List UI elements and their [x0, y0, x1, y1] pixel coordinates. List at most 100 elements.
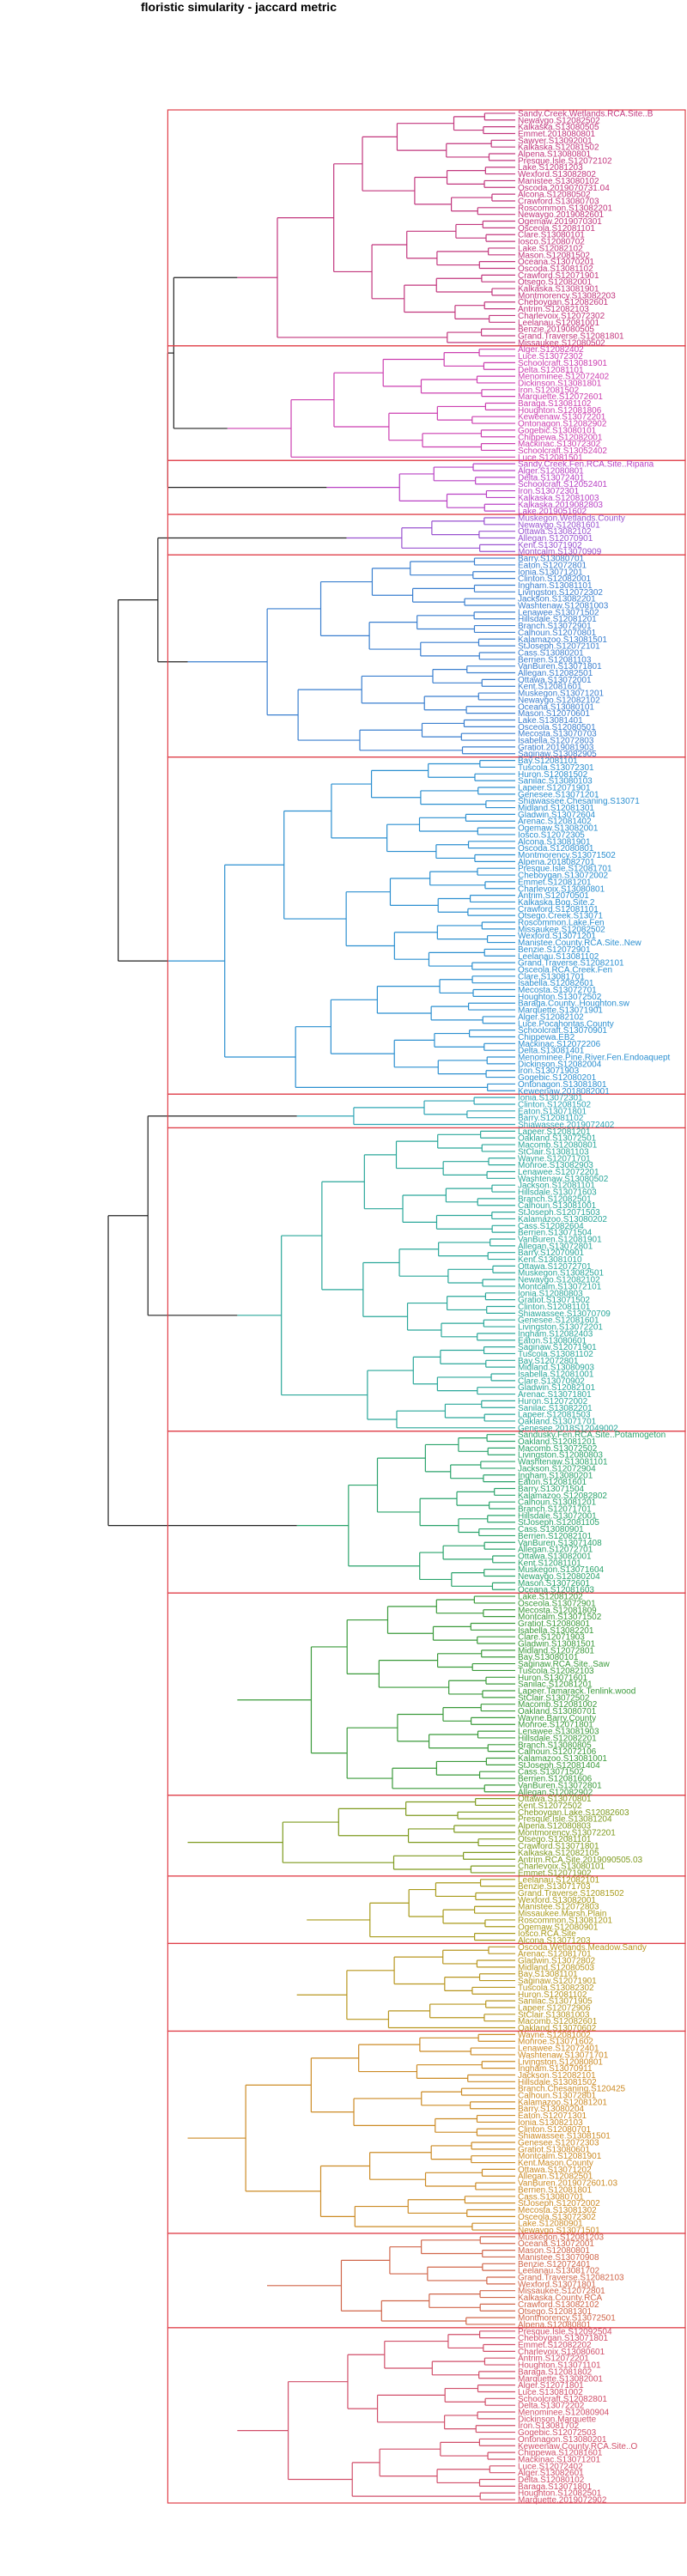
leaf-label: Manistee.S12072803	[518, 1903, 599, 1912]
leaf-label: Eaton.S12072801	[518, 561, 587, 570]
leaf-label: Delta.S12080102	[518, 2476, 585, 2485]
leaf-label: Mackinac.S12072206	[518, 1040, 601, 1049]
leaf-label: Presque.Isle.S12072102	[518, 156, 612, 166]
leaf-label: Huron.S12081102	[518, 1990, 587, 2000]
leaf-label: Gladwin.S13072604	[518, 811, 596, 820]
leaf-label: Ionia.S13071201	[518, 568, 583, 577]
leaf-label: Baraga.S13071801	[518, 2482, 593, 2492]
leaf-label: Luce.Pocahontas.County	[518, 1019, 614, 1029]
leaf-label: Gladwin.S12082101	[518, 1383, 596, 1393]
leaf-label: Kalamazoo.S13080202	[518, 1215, 607, 1224]
leaf-label: Hillsdale.S13081502	[518, 2078, 597, 2087]
leaf-label: Schoolcraft.S12082801	[518, 2395, 607, 2404]
leaf-label: Iron.S13071903	[518, 1066, 580, 1076]
leaf-label: Saginaw.S12071901	[518, 1977, 597, 1986]
leaf-label: Sawyer.S13092001	[518, 137, 593, 146]
leaf-label: Allegan.S12082501	[518, 2172, 593, 2182]
leaf-label: Jackson.S12072904	[518, 1464, 596, 1473]
leaf-label: Arenac.S12081701	[518, 1950, 592, 1959]
leaf-label: Newaygo.S12080204	[518, 1572, 600, 1582]
leaf-label: Wexford.S13071201	[518, 932, 596, 941]
leaf-label: Kalkaska.S13081901	[518, 285, 599, 295]
leaf-label: Oakland.S12081201	[518, 1437, 597, 1447]
leaf-label: Livingston.S13072201	[518, 1323, 603, 1333]
leaf-label: Montcalm.S12081901	[518, 2152, 602, 2161]
leaf-label: Chippewa.EB2	[518, 1033, 575, 1042]
leaf-label: Wayne.S12081002	[518, 2031, 591, 2040]
leaf-label: Kalamazoo.S12082802	[518, 1492, 607, 1501]
leaf-label: Ionia.S13072301	[518, 1094, 583, 1103]
leaf-label: Luce.S12081501	[518, 453, 583, 463]
leaf-label: Lapeer.S12081503	[518, 1411, 591, 1420]
leaf-label: Macomb.S12081002	[518, 1700, 598, 1710]
leaf-label: Antrim.S12082103	[518, 305, 589, 314]
leaf-label: Montcalm.S13070909	[518, 548, 602, 557]
leaf-label: Sanilac.S12081201	[518, 1680, 593, 1690]
leaf-label: Shiawassee.Chesaning.S13071	[518, 797, 640, 806]
leaf-label: Montcalm.S13072101	[518, 1282, 602, 1291]
leaf-label: Charlevoix.S12072302	[518, 312, 605, 321]
leaf-label: Kent.S12072502	[518, 1801, 582, 1811]
leaf-label: Dickinson.Marquette	[518, 2415, 597, 2424]
leaf-label: Ontonagon.S13080201	[518, 2435, 607, 2445]
leaf-label: Wexford.S13071801	[518, 2280, 596, 2289]
leaf-label: Leelanau.S12081001	[518, 319, 600, 328]
leaf-label: Missaukee.S12080502	[518, 338, 605, 348]
cluster-box	[167, 1875, 686, 1944]
leaf-label: Manistee.S13070908	[518, 2253, 599, 2263]
leaf-label: Clare.S13081701	[518, 972, 585, 981]
leaf-label: Lapeer.S12072906	[518, 2003, 591, 2013]
leaf-label: Midland.S12081301	[518, 804, 594, 813]
leaf-label: Mackinac.S13072302	[518, 440, 601, 449]
leaf-label: Delta.S13081401	[518, 1047, 585, 1056]
leaf-label: Berrien.S12081103	[518, 655, 592, 665]
leaf-label: Ottawa.S12072701	[518, 1262, 592, 1272]
leaf-label: Lenawee.S12072201	[518, 1168, 599, 1177]
leaf-label: Charlevoix.S13080101	[518, 1862, 605, 1872]
leaf-label: Newaygo.S12081601	[518, 520, 600, 530]
leaf-label: VanBuren.S13072801	[518, 1781, 602, 1790]
leaf-label: Missaukee.S12072801	[518, 2287, 605, 2296]
leaf-label: Clare.S12071903	[518, 1633, 585, 1643]
leaf-label: Kent.S13071902	[518, 541, 582, 550]
leaf-label: Keweenaw.2018082001	[518, 1087, 610, 1097]
leaf-label: VanBuren.S12081901	[518, 1235, 602, 1244]
leaf-label: Barry.S13080701	[518, 555, 585, 564]
leaf-label: StJoseph.S12081404	[518, 1761, 600, 1771]
leaf-label: Iosco.RCA.Site	[518, 1929, 576, 1939]
leaf-label: Lake.S12081203	[518, 163, 583, 173]
leaf-label: Cass.S13080701	[518, 2192, 584, 2202]
leaf-label: Lenawee.S13071502	[518, 608, 599, 617]
leaf-label: StJoseph.S12071503	[518, 1208, 600, 1218]
leaf-label: Shiawassee.S13081501	[518, 2132, 611, 2142]
leaf-label: Kalkaska.S12081502	[518, 143, 599, 153]
leaf-label: Saginaw.RCA.Site..Saw	[518, 1660, 610, 1669]
leaf-label: Iron.S13072301	[518, 487, 580, 496]
leaf-label: Crawford.S13082102	[518, 2300, 599, 2310]
leaf-label: Alcona.S12080502	[518, 191, 591, 200]
leaf-label: Crawford.S12081101	[518, 905, 599, 914]
leaf-label: Cheboygan.S12082601	[518, 298, 609, 307]
leaf-label: Oceana.S13070201	[518, 258, 594, 267]
leaf-label: Oscoda.S13081102	[518, 264, 593, 274]
leaf-label: Bay.S12081101	[518, 756, 578, 766]
leaf-label: Montmorency.S13072501	[518, 2314, 616, 2324]
leaf-label: Kent.S13081010	[518, 1255, 582, 1265]
leaf-label: Gratiot.2019081903	[518, 743, 594, 752]
leaf-label: Washtenaw.S13080502	[518, 1175, 609, 1184]
leaf-label: Muskegon.Wetlands.County	[518, 513, 625, 523]
leaf-label: Ingham.S13080201	[518, 1471, 593, 1480]
leaf-label: Otsego.S12081101	[518, 1835, 592, 1844]
leaf-label: Washtenaw.S13071701	[518, 2050, 609, 2060]
leaf-label: Menominee.S12080904	[518, 2409, 610, 2418]
leaf-label: Midland.S12080503	[518, 1963, 594, 1972]
leaf-label: Lenawee.S12072401	[518, 2044, 599, 2054]
leaf-label: Livingston.S12080801	[518, 2057, 603, 2067]
leaf-label: Allegan.S13072801	[518, 1242, 593, 1251]
leaf-label: Newaygo.2019082601	[518, 210, 605, 220]
leaf-label: Cheboygan.S13071801	[518, 2334, 609, 2343]
leaf-label: Gladwin.S13081501	[518, 1640, 596, 1649]
leaf-label: Allegan.S12082902	[518, 1788, 593, 1797]
leaf-label: Oceana.S13080101	[518, 702, 594, 712]
leaf-label: Chippewa.S12081601	[518, 2449, 603, 2458]
